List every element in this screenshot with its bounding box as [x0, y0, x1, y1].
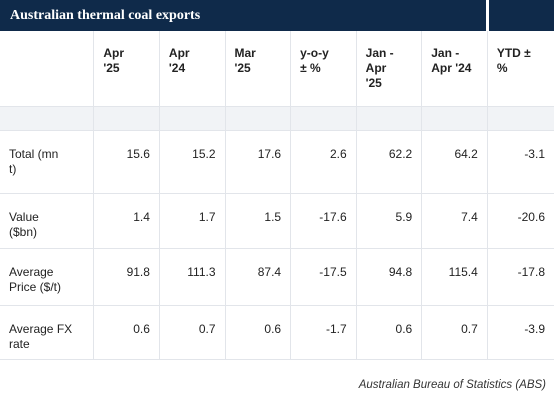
table-cell: -17.5 — [290, 248, 357, 306]
header-cell: Mar '25 — [225, 31, 292, 107]
row-label: Average FX rate — [0, 305, 95, 360]
table-cell: 15.2 — [159, 130, 226, 194]
table-title: Australian thermal coal exports — [0, 0, 486, 31]
table-cell: -3.1 — [487, 130, 554, 194]
header-cell: Jan - Apr '24 — [421, 31, 488, 107]
table-cell: 5.9 — [356, 193, 423, 249]
row-label: Value ($bn) — [0, 193, 95, 249]
header-row: Apr '25 Apr '24 Mar '25 y-o-y ± % Jan - … — [0, 31, 554, 107]
table-cell: -20.6 — [487, 193, 554, 249]
table-cell: 1.7 — [159, 193, 226, 249]
table-row: Average FX rate 0.6 0.7 0.6 -1.7 0.6 0.7… — [0, 305, 554, 360]
table-cell: 0.7 — [421, 305, 488, 360]
header-cell: y-o-y ± % — [290, 31, 357, 107]
table-cell: -17.6 — [290, 193, 357, 249]
table-cell: 91.8 — [93, 248, 160, 306]
table-cell: 62.2 — [356, 130, 423, 194]
table-cell: 1.4 — [93, 193, 160, 249]
table-cell: 1.5 — [225, 193, 292, 249]
table-cell: 115.4 — [421, 248, 488, 306]
table-cell: 0.6 — [93, 305, 160, 360]
header-cell — [0, 31, 95, 107]
table-cell: 64.2 — [421, 130, 488, 194]
table-cell: 2.6 — [290, 130, 357, 194]
table-cell: 7.4 — [421, 193, 488, 249]
row-label: Average Price ($/t) — [0, 248, 95, 306]
spacer-row — [0, 106, 554, 131]
table-cell: 0.7 — [159, 305, 226, 360]
table-row: Value ($bn) 1.4 1.7 1.5 -17.6 5.9 7.4 -2… — [0, 193, 554, 249]
header-cell: Jan - Apr '25 — [356, 31, 423, 107]
table-cell: 87.4 — [225, 248, 292, 306]
title-bar-end — [489, 0, 554, 31]
table-cell: 15.6 — [93, 130, 160, 194]
table-cell: 111.3 — [159, 248, 226, 306]
row-label: Total (mn t) — [0, 130, 95, 194]
table-cell: 17.6 — [225, 130, 292, 194]
data-table: Apr '25 Apr '24 Mar '25 y-o-y ± % Jan - … — [0, 31, 554, 360]
title-bar: Australian thermal coal exports — [0, 0, 554, 31]
title-gap — [486, 0, 489, 31]
header-cell: Apr '24 — [159, 31, 226, 107]
table-cell: -17.8 — [487, 248, 554, 306]
table-cell: 94.8 — [356, 248, 423, 306]
header-cell: YTD ± % — [487, 31, 554, 107]
header-cell: Apr '25 — [93, 31, 160, 107]
table-cell: 0.6 — [356, 305, 423, 360]
table-row: Total (mn t) 15.6 15.2 17.6 2.6 62.2 64.… — [0, 130, 554, 194]
table-cell: -1.7 — [290, 305, 357, 360]
table-cell: 0.6 — [225, 305, 292, 360]
table-cell: -3.9 — [487, 305, 554, 360]
table-row: Average Price ($/t) 91.8 111.3 87.4 -17.… — [0, 248, 554, 306]
source-note: Australian Bureau of Statistics (ABS) — [358, 379, 546, 391]
